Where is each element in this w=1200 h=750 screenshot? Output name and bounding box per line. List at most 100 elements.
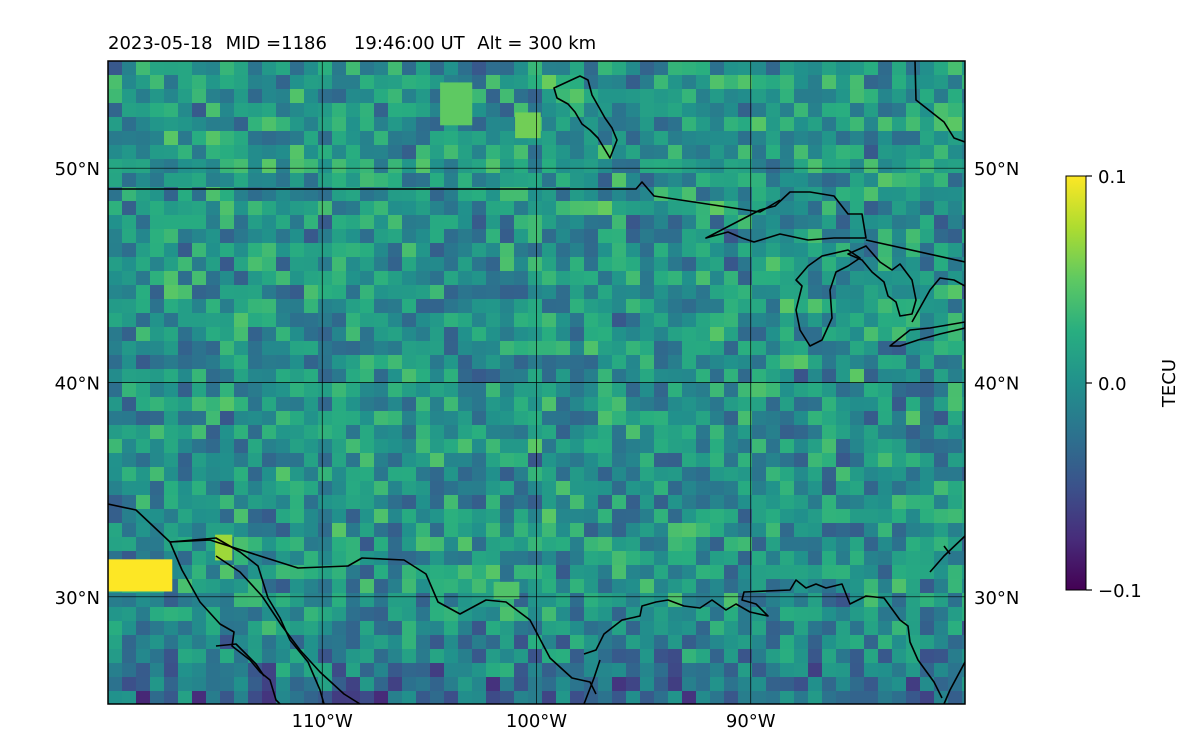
tec-cell bbox=[892, 215, 907, 230]
tec-cell bbox=[192, 579, 207, 594]
tec-cell bbox=[262, 397, 277, 412]
tec-cell bbox=[486, 439, 501, 454]
tec-cell bbox=[360, 593, 375, 608]
tec-cell bbox=[780, 159, 795, 174]
tec-cell bbox=[122, 481, 137, 496]
tec-cell bbox=[346, 621, 361, 636]
tec-cell bbox=[556, 159, 571, 174]
tec-cell bbox=[934, 145, 949, 160]
tec-cell bbox=[906, 691, 921, 704]
tec-cell bbox=[542, 145, 557, 160]
tec-cell bbox=[472, 635, 487, 650]
tec-cell bbox=[640, 551, 655, 566]
tec-cell bbox=[262, 271, 277, 286]
tec-cell bbox=[934, 117, 949, 132]
tec-cell bbox=[906, 257, 921, 272]
tec-cell bbox=[780, 327, 795, 342]
tec-cell bbox=[808, 495, 823, 510]
tec-cell bbox=[584, 327, 599, 342]
tec-cell bbox=[794, 313, 809, 328]
tec-cell bbox=[318, 551, 333, 566]
tec-cell bbox=[878, 495, 893, 510]
tec-cell bbox=[290, 523, 305, 538]
tec-cell bbox=[766, 299, 781, 314]
tec-cell bbox=[724, 103, 739, 118]
tec-cell bbox=[444, 481, 459, 496]
tec-cell bbox=[164, 523, 179, 538]
tec-cell bbox=[346, 299, 361, 314]
tec-cell bbox=[444, 537, 459, 552]
tec-cell bbox=[290, 159, 305, 174]
tec-cell bbox=[388, 117, 403, 132]
tec-cell bbox=[640, 271, 655, 286]
tec-cell bbox=[570, 145, 585, 160]
tec-cell bbox=[808, 257, 823, 272]
tec-cell bbox=[864, 61, 879, 76]
tec-cell bbox=[360, 257, 375, 272]
tec-cell bbox=[738, 299, 753, 314]
tec-cell bbox=[108, 61, 123, 76]
tec-cell bbox=[878, 355, 893, 370]
tec-cell bbox=[276, 257, 291, 272]
tec-cell bbox=[822, 607, 837, 622]
tec-cell bbox=[640, 75, 655, 90]
tec-cell bbox=[318, 131, 333, 146]
tec-cell bbox=[696, 579, 711, 594]
tec-cell bbox=[402, 495, 417, 510]
tec-cell bbox=[500, 173, 515, 188]
tec-cell bbox=[556, 243, 571, 258]
tec-cell bbox=[332, 593, 347, 608]
tec-cell bbox=[696, 663, 711, 678]
tec-cell bbox=[864, 691, 879, 704]
tec-cell bbox=[332, 103, 347, 118]
tec-cell bbox=[542, 215, 557, 230]
tec-cell bbox=[752, 187, 767, 202]
tec-cell bbox=[388, 439, 403, 454]
tec-cell bbox=[640, 509, 655, 524]
tec-cell bbox=[906, 677, 921, 692]
tec-cell bbox=[836, 649, 851, 664]
tec-cell bbox=[332, 299, 347, 314]
tec-cell bbox=[360, 341, 375, 356]
tec-cell bbox=[458, 579, 473, 594]
tec-cell bbox=[962, 495, 965, 510]
tec-cell bbox=[724, 313, 739, 328]
tec-cell bbox=[724, 173, 739, 188]
tec-cell bbox=[752, 551, 767, 566]
tec-cell bbox=[164, 173, 179, 188]
tec-cell bbox=[710, 229, 725, 244]
tec-cell bbox=[892, 173, 907, 188]
tec-cell bbox=[486, 691, 501, 704]
tec-cell bbox=[808, 313, 823, 328]
tec-cell bbox=[192, 425, 207, 440]
tec-cell bbox=[374, 103, 389, 118]
tec-cell bbox=[444, 313, 459, 328]
tec-cell bbox=[402, 173, 417, 188]
tec-cell bbox=[318, 243, 333, 258]
tec-cell bbox=[570, 131, 585, 146]
tec-cell bbox=[178, 159, 193, 174]
tec-cell bbox=[430, 355, 445, 370]
tec-cell bbox=[850, 467, 865, 482]
tec-cell bbox=[136, 299, 151, 314]
tec-cell bbox=[598, 579, 613, 594]
tec-cell bbox=[794, 649, 809, 664]
tec-cell bbox=[388, 579, 403, 594]
tec-cell bbox=[682, 411, 697, 426]
tec-cell bbox=[738, 509, 753, 524]
tec-cell bbox=[220, 383, 235, 398]
tec-cell bbox=[416, 313, 431, 328]
tec-cell bbox=[262, 285, 277, 300]
tec-cell bbox=[612, 285, 627, 300]
tec-cell bbox=[822, 187, 837, 202]
tec-cell bbox=[738, 327, 753, 342]
tec-cell bbox=[290, 243, 305, 258]
tec-cell bbox=[346, 649, 361, 664]
tec-cell bbox=[332, 397, 347, 412]
tec-cell bbox=[626, 397, 641, 412]
tec-cell bbox=[234, 369, 249, 384]
tec-cell bbox=[178, 229, 193, 244]
tec-cell bbox=[934, 677, 949, 692]
tec-cell bbox=[318, 663, 333, 678]
tec-cell bbox=[892, 187, 907, 202]
